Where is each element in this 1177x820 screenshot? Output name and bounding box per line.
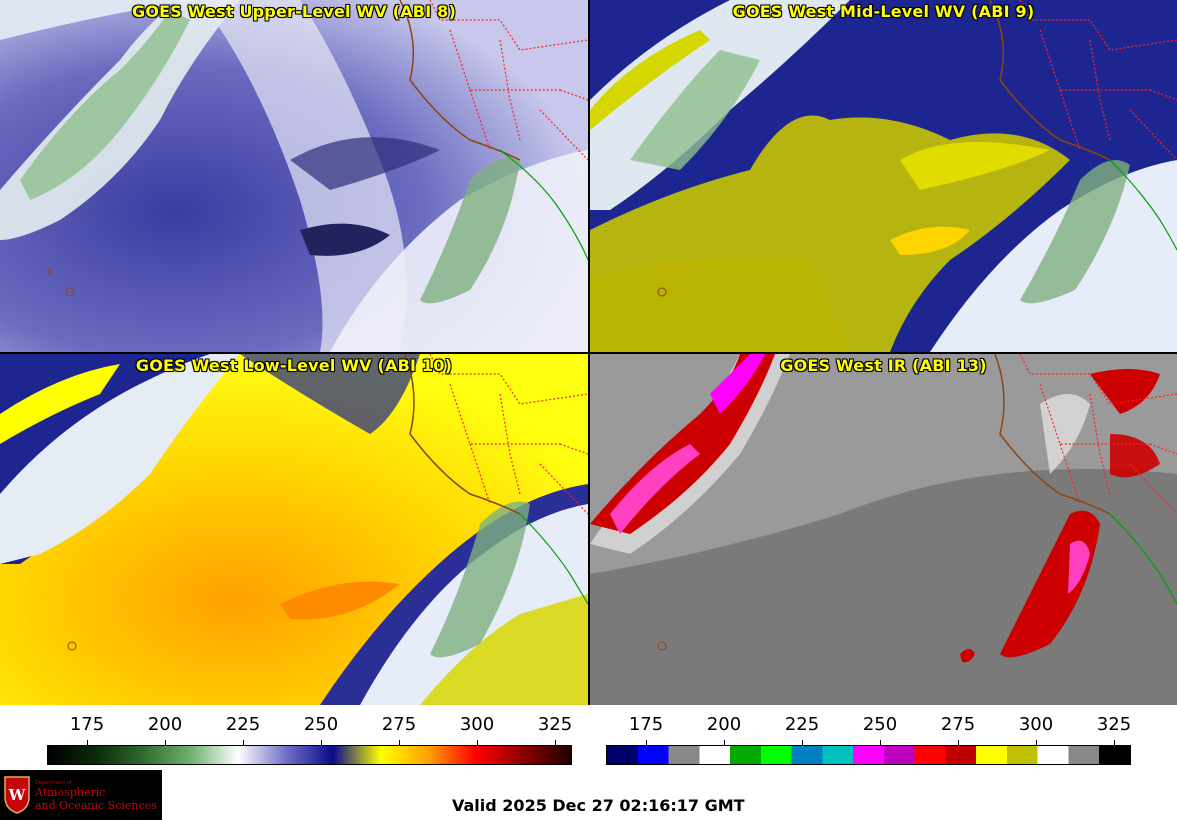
ir-image — [590, 354, 1177, 705]
ir-panel: GOES West IR (ABI 13) — [590, 354, 1177, 705]
uw-crest-icon: W — [4, 776, 30, 814]
upper-level-wv-image — [0, 0, 588, 352]
ir-tick-mark — [724, 740, 725, 746]
svg-text:W: W — [8, 786, 27, 804]
wv-tick-label: 200 — [147, 714, 183, 735]
wv-tick-label: 275 — [381, 714, 417, 735]
panel-divider-horizontal — [0, 352, 1177, 354]
wv-tick-label: 325 — [537, 714, 573, 735]
ir-tick-label: 300 — [1018, 714, 1054, 735]
ir-tick-label: 175 — [628, 714, 664, 735]
wv-colorbar-gradient — [47, 745, 572, 765]
wv-tick-mark — [165, 740, 166, 746]
aos-logo: W Department of Atmospheric and Oceanic … — [0, 770, 162, 820]
ir-tick-label: 250 — [862, 714, 898, 735]
ir-tick-label: 275 — [940, 714, 976, 735]
wv-tick-label: 175 — [69, 714, 105, 735]
logo-dept-text: Department of — [35, 780, 72, 786]
wv-tick-mark — [477, 740, 478, 746]
wv-tick-label: 300 — [459, 714, 495, 735]
ir-tick-label: 225 — [784, 714, 820, 735]
ir-tick-mark — [958, 740, 959, 746]
ir-tick-label: 200 — [706, 714, 742, 735]
upper-level-wv-panel: GOES West Upper-Level WV (ABI 8) — [0, 0, 588, 352]
ir-tick-label: 325 — [1096, 714, 1132, 735]
low-level-wv-image — [0, 354, 588, 705]
ir-tick-mark — [802, 740, 803, 746]
panel-title: GOES West Mid-Level WV (ABI 9) — [732, 2, 1035, 21]
ir-colorbar-gradient — [606, 745, 1131, 765]
wv-tick-mark — [87, 740, 88, 746]
wv-tick-mark — [399, 740, 400, 746]
ir-tick-mark — [1036, 740, 1037, 746]
wv-tick-label: 250 — [303, 714, 339, 735]
ir-tick-mark — [1114, 740, 1115, 746]
logo-line-2: and Oceanic Sciences — [35, 799, 157, 812]
panel-title: GOES West Upper-Level WV (ABI 8) — [132, 2, 456, 21]
ir-tick-mark — [880, 740, 881, 746]
logo-line-1: Atmospheric — [35, 786, 106, 799]
wv-tick-mark — [555, 740, 556, 746]
panel-title: GOES West IR (ABI 13) — [780, 356, 987, 375]
panel-title: GOES West Low-Level WV (ABI 10) — [135, 356, 453, 375]
wv-colorbar: 175 200 225 250 275 300 325 — [47, 710, 572, 766]
mid-level-wv-image — [590, 0, 1177, 352]
low-level-wv-panel: GOES West Low-Level WV (ABI 10) — [0, 354, 588, 705]
valid-time: Valid 2025 Dec 27 02:16:17 GMT — [452, 796, 745, 815]
ir-tick-mark — [646, 740, 647, 746]
wv-tick-mark — [243, 740, 244, 746]
mid-level-wv-panel: GOES West Mid-Level WV (ABI 9) — [590, 0, 1177, 352]
wv-tick-label: 225 — [225, 714, 261, 735]
ir-colorbar: 175 200 225 250 275 300 325 — [606, 710, 1131, 766]
wv-tick-mark — [321, 740, 322, 746]
